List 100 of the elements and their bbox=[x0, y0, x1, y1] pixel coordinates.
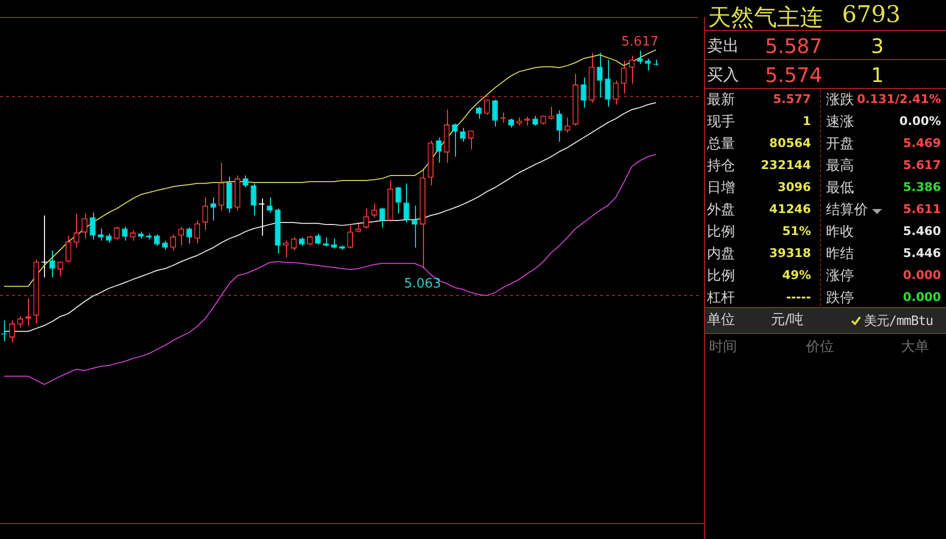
text: 现手 bbox=[707, 113, 735, 131]
text: 买入 bbox=[707, 65, 739, 86]
candlestick bbox=[266, 196, 273, 214]
candlestick bbox=[604, 59, 611, 108]
text: 比例 bbox=[707, 223, 735, 241]
text: 速涨 bbox=[826, 113, 854, 131]
text: 总量 bbox=[707, 135, 735, 153]
candlestick bbox=[580, 77, 586, 108]
candlestick bbox=[98, 228, 104, 242]
text: 涨停 bbox=[826, 267, 854, 285]
text: ----- bbox=[786, 290, 811, 304]
candlestick bbox=[282, 240, 289, 258]
text: 1 bbox=[871, 63, 884, 87]
text: 最新 bbox=[707, 91, 735, 109]
candlestick bbox=[412, 205, 418, 248]
candlestick bbox=[548, 106, 554, 120]
text: 5.386 bbox=[903, 180, 941, 194]
candlestick bbox=[226, 176, 232, 214]
text: 昨结 bbox=[826, 245, 854, 263]
candlestick bbox=[82, 212, 88, 240]
candlestick bbox=[106, 233, 112, 244]
annotation: 5.063 bbox=[404, 276, 442, 292]
candlestick bbox=[371, 203, 378, 218]
candlestick bbox=[194, 220, 200, 244]
candlestick bbox=[122, 226, 128, 242]
text: 最高 bbox=[826, 157, 854, 175]
candlestick bbox=[170, 234, 176, 252]
candlestick bbox=[379, 207, 386, 228]
text: 51% bbox=[782, 224, 811, 238]
text: 1 bbox=[802, 114, 811, 128]
candlestick bbox=[460, 127, 466, 142]
candlestick bbox=[484, 99, 490, 116]
text: 天然气主连 bbox=[708, 4, 823, 33]
text: 外盘 bbox=[707, 201, 735, 219]
candlestick bbox=[645, 58, 651, 72]
text: 6793 bbox=[842, 2, 901, 28]
candlestick bbox=[9, 320, 15, 343]
text: 0.131/2.41% bbox=[857, 92, 941, 106]
candlestick bbox=[290, 236, 297, 252]
text: 单位 bbox=[707, 311, 735, 329]
candlestick bbox=[452, 123, 458, 158]
text: 杠杆 bbox=[707, 289, 735, 307]
text: 开盘 bbox=[826, 135, 854, 153]
text: 美元/mmBtu bbox=[864, 313, 933, 330]
candlestick bbox=[532, 115, 538, 126]
candlestick bbox=[130, 230, 136, 242]
candlestick bbox=[596, 52, 603, 98]
text: 3 bbox=[871, 34, 884, 58]
text: 跌停 bbox=[826, 289, 854, 307]
candlestick bbox=[492, 99, 498, 128]
text: 0.00% bbox=[899, 114, 941, 128]
candlestick bbox=[628, 55, 635, 84]
text: 结算价 bbox=[826, 201, 868, 219]
text: 时间 bbox=[709, 338, 737, 356]
text: 5.617 bbox=[903, 158, 941, 172]
text: 昨收 bbox=[826, 223, 854, 241]
text: 5.469 bbox=[903, 136, 941, 150]
text: 5.574 bbox=[765, 63, 822, 87]
candlestick bbox=[436, 137, 442, 164]
text: 232144 bbox=[760, 158, 811, 172]
text: 5.446 bbox=[903, 246, 941, 260]
candlestick bbox=[66, 235, 72, 263]
text: 5.587 bbox=[765, 34, 822, 58]
text: 41246 bbox=[769, 202, 811, 216]
text: 内盘 bbox=[707, 245, 735, 263]
text: 5.577 bbox=[773, 92, 811, 106]
candlestick bbox=[250, 182, 256, 216]
text: 价位 bbox=[806, 338, 834, 356]
text: 最低 bbox=[826, 179, 854, 197]
text: 5.460 bbox=[903, 224, 941, 238]
candlestick bbox=[620, 60, 627, 94]
text: 持仓 bbox=[707, 157, 735, 175]
candlestick bbox=[218, 162, 224, 212]
candlestick bbox=[396, 186, 402, 214]
candlestick bbox=[355, 222, 362, 233]
candlestick bbox=[114, 226, 120, 240]
candlestick bbox=[90, 212, 96, 240]
text: 80564 bbox=[769, 136, 811, 150]
candlestick bbox=[556, 110, 562, 142]
candlestick bbox=[476, 106, 482, 120]
text: 元/吨 bbox=[771, 311, 804, 329]
text: 卖出 bbox=[707, 36, 739, 57]
text: 涨跌 bbox=[826, 91, 854, 109]
candlestick bbox=[636, 50, 643, 64]
candlestick bbox=[162, 240, 168, 250]
candlestick bbox=[202, 196, 208, 231]
text: 大单 bbox=[901, 338, 929, 356]
text: 3096 bbox=[778, 180, 811, 194]
candlestick bbox=[178, 226, 184, 246]
text: 0.000 bbox=[903, 290, 941, 304]
text: 5.611 bbox=[903, 202, 941, 216]
text: 比例 bbox=[707, 267, 735, 285]
candlestick bbox=[564, 116, 570, 134]
candlestick bbox=[404, 182, 410, 224]
text: 0.000 bbox=[903, 268, 941, 282]
candlestick bbox=[347, 224, 354, 249]
text: 39318 bbox=[769, 246, 811, 260]
annotation: 5.617 bbox=[621, 34, 658, 50]
text: 日增 bbox=[707, 179, 735, 197]
candlestick bbox=[74, 212, 80, 248]
